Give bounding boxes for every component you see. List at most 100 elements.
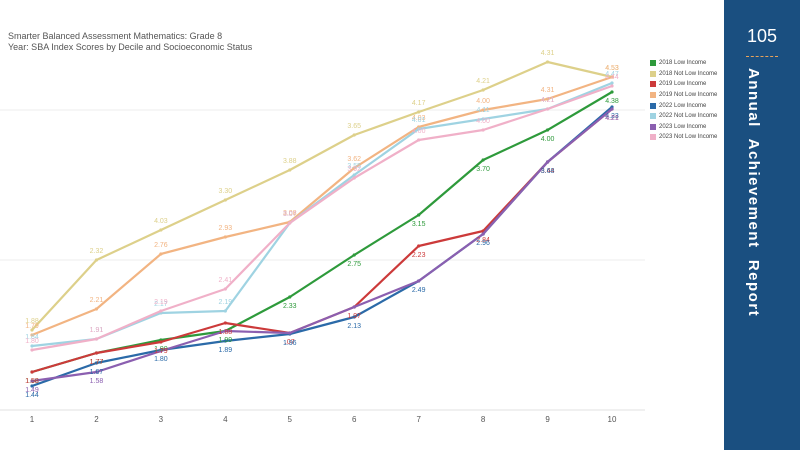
series-line-2 xyxy=(31,60,613,331)
data-label: 1.84 xyxy=(25,334,39,341)
data-point xyxy=(30,384,34,388)
data-label: 2.96 xyxy=(476,240,490,247)
data-label: 4.11 xyxy=(477,107,490,114)
data-label: 4.03 xyxy=(154,218,168,225)
data-point xyxy=(417,279,421,283)
chart-title: Smarter Balanced Assessment Mathematics:… xyxy=(8,31,223,41)
data-point xyxy=(481,108,485,112)
data-label: .07 xyxy=(285,339,295,346)
data-point xyxy=(159,309,163,313)
data-point xyxy=(30,379,34,383)
data-label: 2.19 xyxy=(219,299,233,306)
data-point xyxy=(481,117,485,121)
legend-label: 2019 Low Income xyxy=(659,81,707,88)
x-tick-label: 10 xyxy=(608,415,617,424)
data-point xyxy=(223,339,227,343)
legend-item: 2023 Low Income xyxy=(650,122,717,133)
series-line-7 xyxy=(31,108,613,383)
legend-item: 2023 Not Low Income xyxy=(650,132,717,143)
data-label: 4.44 xyxy=(605,74,619,81)
line-chart: 1 2 3 4 5 6 7 8 9 10 1.58 1.77 1.90 1.99 2.33 2.75 3.15 3… xyxy=(0,50,645,424)
data-label: 1.96 xyxy=(283,340,297,347)
data-label: 1.58 xyxy=(90,378,104,385)
data-point xyxy=(352,166,356,170)
data-label: 3.08 xyxy=(283,210,297,217)
data-label: 1.90 xyxy=(154,346,168,353)
legend-swatch xyxy=(650,123,656,130)
data-point xyxy=(545,128,550,132)
data-point xyxy=(94,307,99,311)
data-label: 1.77 xyxy=(90,359,104,366)
legend-item: 2022 Low Income xyxy=(650,100,717,111)
data-label: 1.88 xyxy=(25,318,39,325)
data-point xyxy=(30,328,34,332)
data-label: 2.49 xyxy=(412,287,426,294)
x-tick-label: 9 xyxy=(545,415,550,424)
report-title: Annual Achievement Report xyxy=(745,68,762,318)
x-tick-label: 6 xyxy=(352,415,357,424)
series-line-6 xyxy=(31,81,613,348)
data-label: 3.07 xyxy=(283,211,297,218)
data-label: 4.21 xyxy=(541,97,555,104)
data-label: 1.67 xyxy=(90,369,104,376)
data-point xyxy=(30,370,34,374)
data-point xyxy=(610,75,614,79)
legend-item: 2019 Low Income xyxy=(650,79,717,90)
page-number: 105 xyxy=(746,26,778,46)
legend-item: 2018 Not Low Income xyxy=(650,69,717,80)
x-tick-label: 2 xyxy=(94,415,99,424)
data-label: 1.44 xyxy=(25,392,39,399)
x-tick-label: 3 xyxy=(159,415,164,424)
data-label: 2.32 xyxy=(90,248,104,255)
data-point xyxy=(352,173,356,177)
data-point xyxy=(159,340,163,344)
data-point xyxy=(94,361,99,365)
legend-swatch xyxy=(650,81,656,88)
data-label: 3.62 xyxy=(347,156,361,163)
data-point xyxy=(94,370,99,374)
legend-item: 2018 Low Income xyxy=(650,58,717,69)
legend-label: 2019 Not Low Income xyxy=(659,92,718,99)
data-label: 4.17 xyxy=(412,100,426,107)
data-label: 3.55 xyxy=(347,163,361,170)
data-label: 4.00 xyxy=(541,136,555,143)
series-line-3 xyxy=(31,108,613,374)
data-label: 4.21 xyxy=(541,97,555,104)
data-point xyxy=(30,348,34,352)
data-point xyxy=(545,60,550,64)
data-label: 4.03 xyxy=(412,115,426,122)
data-point xyxy=(481,128,485,132)
data-label: 4.31 xyxy=(541,87,555,94)
data-point xyxy=(545,160,550,164)
data-point xyxy=(417,244,421,248)
data-label: 2.75 xyxy=(347,261,361,268)
data-point xyxy=(481,232,485,236)
x-tick-label: 4 xyxy=(223,415,228,424)
data-point xyxy=(159,228,163,232)
data-point xyxy=(417,127,421,131)
data-point xyxy=(223,309,227,313)
data-label: 1.58 xyxy=(25,378,39,385)
data-point xyxy=(352,305,356,309)
data-point xyxy=(223,287,227,291)
data-label: 4.38 xyxy=(605,98,619,105)
legend-item: 2019 Not Low Income xyxy=(650,90,717,101)
x-tick-label: 5 xyxy=(288,415,293,424)
x-tick-label: 8 xyxy=(481,415,486,424)
legend-label: 2022 Low Income xyxy=(659,102,707,109)
side-panel: 105 Annual Achievement Report xyxy=(724,0,800,450)
legend-swatch xyxy=(650,92,656,99)
data-label: 1.80 xyxy=(154,356,168,363)
data-label: 4.23 xyxy=(605,113,619,120)
data-point xyxy=(159,252,163,256)
data-label: 4.00 xyxy=(476,118,490,125)
data-label: 4.21 xyxy=(605,115,619,122)
data-label: 2.76 xyxy=(154,242,168,249)
data-label: 3.65 xyxy=(347,123,361,130)
data-point xyxy=(223,235,227,239)
legend-swatch xyxy=(650,102,656,109)
data-point xyxy=(481,158,485,162)
data-label: 3.44 xyxy=(541,168,555,175)
data-label: 2.17 xyxy=(154,301,168,308)
data-label: 1.89 xyxy=(219,347,233,354)
